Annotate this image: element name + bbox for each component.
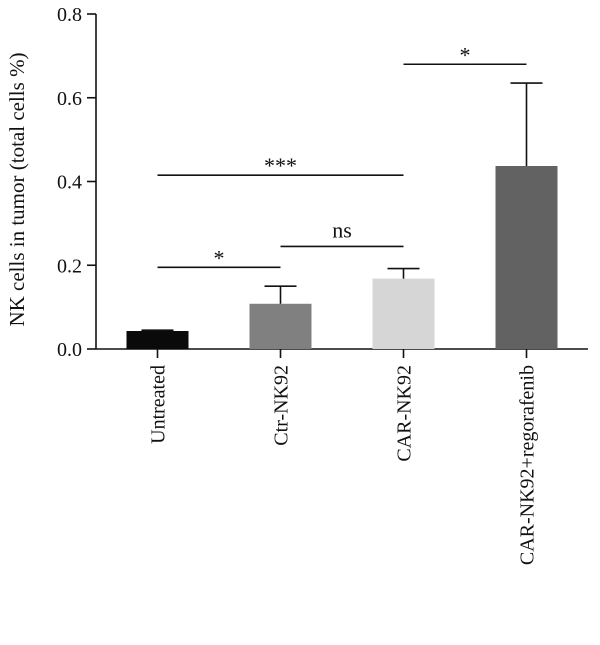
- y-tick-label: 0.8: [57, 4, 82, 26]
- y-axis-title: NK cells in tumor (total cells %): [5, 52, 29, 326]
- bars: [126, 166, 558, 349]
- bar-car-nk92-regorafenib: [495, 166, 558, 349]
- x-tick-label: Ctr-NK92: [271, 365, 293, 446]
- x-tick-label: CAR-NK92: [394, 365, 416, 462]
- y-tick-label: 0.0: [57, 339, 82, 361]
- significance-label: *: [214, 245, 225, 270]
- y-axis: 0.0 0.2 0.4 0.6 0.8: [57, 4, 97, 361]
- y-tick-label: 0.2: [57, 255, 82, 277]
- x-tick-label: Untreated: [148, 365, 170, 444]
- bar-ctr-nk92: [249, 303, 312, 349]
- y-tick-label: 0.4: [57, 172, 82, 194]
- significance-annotations: *ns****: [157, 42, 527, 270]
- significance-label: ns: [332, 217, 352, 242]
- significance-label: ***: [264, 153, 297, 178]
- bar-car-nk92: [372, 278, 435, 349]
- x-axis: Untreated Ctr-NK92 CAR-NK92 CAR-NK92+regora…: [96, 348, 588, 565]
- significance-label: *: [460, 42, 471, 67]
- y-tick-label: 0.6: [57, 88, 82, 110]
- bar-untreated: [126, 330, 189, 349]
- x-tick-label: CAR-NK92+regorafenib: [517, 365, 539, 565]
- error-bars: [141, 82, 543, 331]
